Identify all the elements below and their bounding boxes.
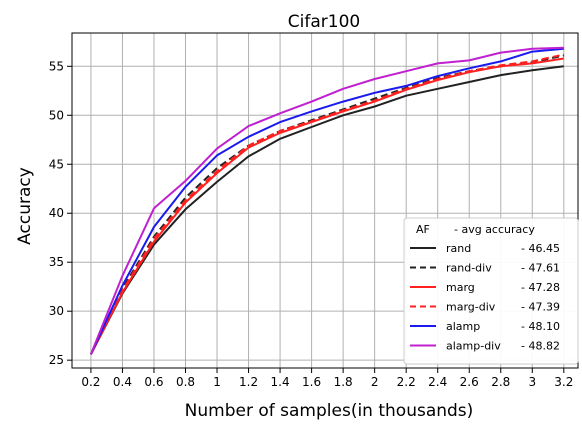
chart-title: Cifar100 <box>288 12 360 32</box>
legend-box <box>403 217 579 365</box>
legend-label-rand-div: rand-div <box>446 262 492 275</box>
x-tick-label: 0.2 <box>81 375 100 389</box>
series-line-marg-div <box>90 53 565 355</box>
series-line-rand <box>90 65 564 355</box>
series-line-alamp <box>89 47 564 355</box>
y-tick-label: 55 <box>49 59 64 73</box>
legend-header-name: AF <box>416 223 430 236</box>
y-tick-label: 45 <box>49 157 64 171</box>
y-tick-label: 25 <box>49 353 64 367</box>
x-tick-label: 0.4 <box>113 375 132 389</box>
legend-label-rand: rand <box>446 242 471 255</box>
x-tick-label: 0.6 <box>144 375 163 389</box>
legend-value-rand-div: - 47.61 <box>521 262 560 275</box>
x-tick-label: 1.4 <box>271 375 290 389</box>
y-tick-label: 40 <box>49 206 64 220</box>
legend-value-alamp-div: - 48.82 <box>521 340 560 353</box>
series-line-alamp-div <box>89 46 564 355</box>
x-tick-label: 0.8 <box>176 375 195 389</box>
x-tick-label: 2 <box>371 375 379 389</box>
y-axis-label: Accuracy <box>15 167 35 245</box>
legend-label-alamp: alamp <box>446 320 480 333</box>
legend-label-marg: marg <box>446 281 475 294</box>
x-tick-label: 2.6 <box>460 375 479 389</box>
x-tick-label: 1.6 <box>302 375 321 389</box>
x-tick-label: 1 <box>213 375 221 389</box>
legend-label-marg-div: marg-div <box>446 301 496 314</box>
legend-value-rand: - 46.45 <box>521 242 560 255</box>
x-tick-label: 1.2 <box>239 375 258 389</box>
legend-value-marg-div: - 47.39 <box>521 301 560 314</box>
x-tick-label: 3.2 <box>554 375 573 389</box>
x-tick-label: 2.2 <box>397 375 416 389</box>
y-tick-label: 30 <box>49 304 64 318</box>
legend-header-value: - avg accuracy <box>454 223 535 236</box>
x-tick-label: 2.4 <box>428 375 447 389</box>
legend-value-marg: - 47.28 <box>521 281 560 294</box>
legend-label-alamp-div: alamp-div <box>446 340 501 353</box>
series-lines <box>89 46 565 355</box>
legend-value-alamp: - 48.10 <box>521 320 560 333</box>
x-axis-label: Number of samples(in thousands) <box>185 401 474 421</box>
legend: AF - avg accuracy rand - 46.45 rand-div - 47.… <box>403 217 579 365</box>
y-tick-label: 35 <box>49 255 64 269</box>
plot-frame <box>71 32 579 369</box>
axis-ticks: 0.2 0.4 0.6 0.8 1 1.2 1.4 1.6 1.8 2 2.2 2.4 2.6 2.8 3 3… <box>49 59 574 389</box>
x-tick-label: 3 <box>528 375 536 389</box>
y-tick-label: 50 <box>49 108 64 122</box>
x-tick-label: 1.8 <box>334 375 353 389</box>
x-tick-label: 2.8 <box>491 375 510 389</box>
series-line-rand-div <box>89 54 565 355</box>
series-line-marg <box>90 57 564 355</box>
